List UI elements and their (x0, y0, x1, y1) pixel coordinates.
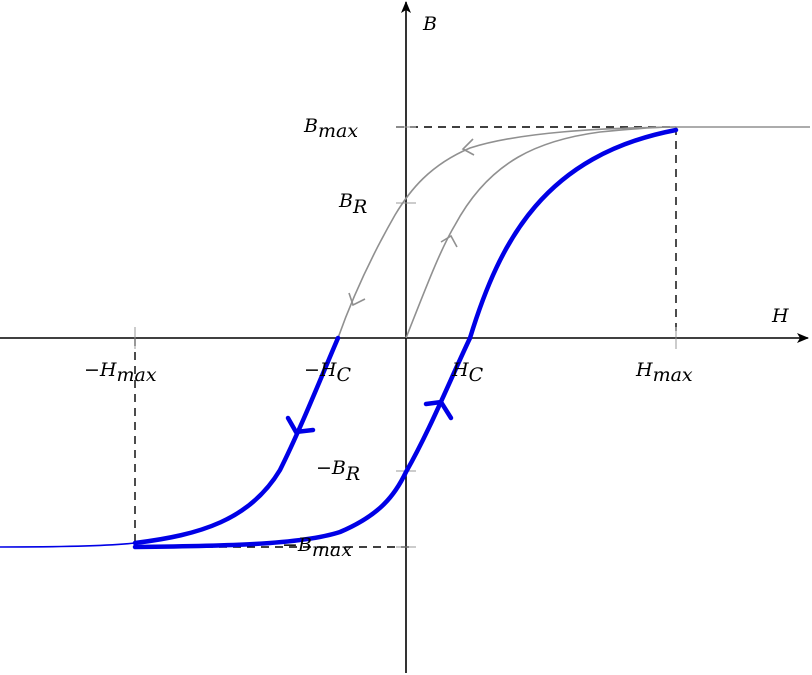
label-hc: HC (451, 359, 484, 386)
label-br: BR (338, 190, 367, 218)
label-neg-hmax: −Hmax (84, 359, 157, 386)
loop-descending-branch (132, 335, 341, 546)
loop-tail-left (0, 542, 136, 548)
return-curve-mid-arrow (348, 292, 366, 307)
loop-descending-arrow (285, 415, 316, 435)
h-axis-label: H (771, 305, 789, 327)
initial-curves (337, 126, 810, 339)
label-neg-hc: −HC (304, 359, 352, 386)
loop-ascending-branch (132, 127, 679, 550)
label-bmax: Bmax (303, 115, 358, 142)
label-hmax: Hmax (635, 359, 693, 386)
label-neg-br: −BR (316, 457, 360, 485)
initial-magnetization-curve (405, 126, 677, 339)
loop-ascending-arrow (423, 399, 454, 421)
label-neg-bmax: −Bmax (282, 534, 352, 561)
hysteresis-loop (0, 127, 679, 550)
ticks (134, 126, 677, 548)
return-curve (337, 126, 810, 339)
initial-curve-arrow (440, 234, 458, 248)
return-curve-top-arrow (461, 138, 475, 156)
b-axis-label: B (422, 13, 437, 35)
